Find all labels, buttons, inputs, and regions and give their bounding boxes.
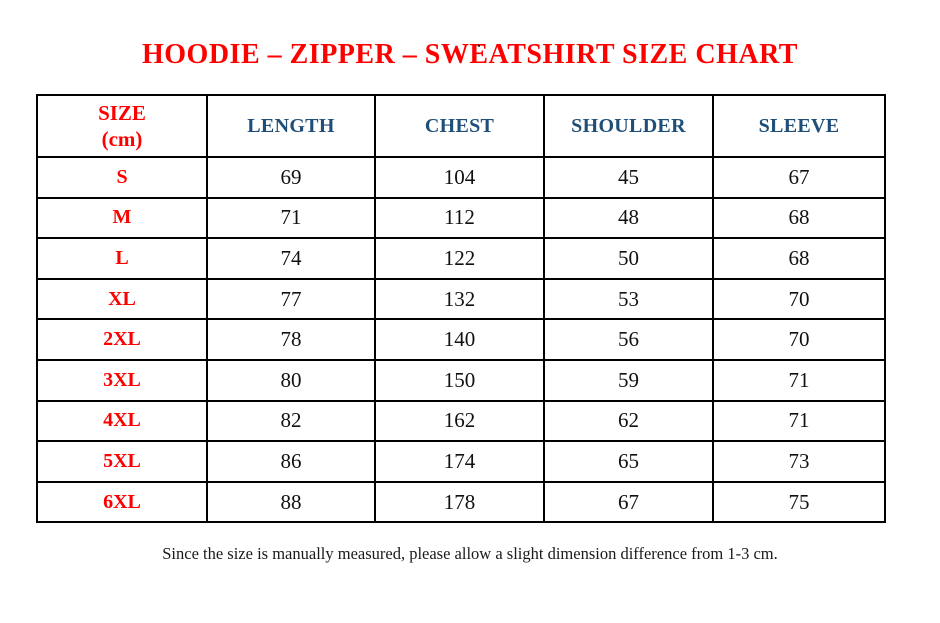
- table-row: S 69 104 45 67: [36, 156, 886, 199]
- column-header-shoulder: SHOULDER: [543, 94, 714, 158]
- length-cell: 77: [206, 277, 376, 321]
- shoulder-cell: 48: [543, 196, 714, 240]
- table-row: 3XL 80 150 59 71: [36, 358, 886, 402]
- length-cell: 74: [206, 237, 376, 280]
- chest-cell: 140: [374, 318, 545, 361]
- size-cell: 5XL: [36, 440, 208, 483]
- size-header-line1: SIZE: [98, 101, 146, 125]
- stray-dot: .: [477, 35, 481, 51]
- size-cell: M: [36, 196, 208, 240]
- page-title: HOODIE – ZIPPER – SWEATSHIRT SIZE CHART: [142, 39, 798, 70]
- sleeve-cell: 75: [712, 480, 886, 524]
- table-row: 2XL 78 140 56 70: [36, 318, 886, 361]
- shoulder-cell: 65: [543, 440, 714, 483]
- sleeve-cell: 67: [712, 156, 886, 199]
- length-cell: 69: [206, 156, 376, 199]
- chest-cell: 104: [374, 156, 545, 199]
- size-cell: L: [36, 237, 208, 280]
- chest-cell: 174: [374, 440, 545, 483]
- shoulder-cell: 67: [543, 480, 714, 524]
- sleeve-cell: 73: [712, 440, 886, 483]
- column-header-chest: CHEST: [374, 94, 545, 158]
- length-cell: 86: [206, 440, 376, 483]
- length-cell: 78: [206, 318, 376, 361]
- length-cell: 71: [206, 196, 376, 240]
- size-cell: 4XL: [36, 399, 208, 443]
- sleeve-cell: 70: [712, 318, 886, 361]
- size-cell: 2XL: [36, 318, 208, 361]
- table-row: 6XL 88 178 67 75: [36, 480, 886, 524]
- length-cell: 80: [206, 358, 376, 402]
- length-cell: 88: [206, 480, 376, 524]
- chest-cell: 122: [374, 237, 545, 280]
- sleeve-cell: 71: [712, 399, 886, 443]
- table-row: M 71 112 48 68: [36, 196, 886, 240]
- length-cell: 82: [206, 399, 376, 443]
- size-cell: XL: [36, 277, 208, 321]
- table-row: L 74 122 50 68: [36, 237, 886, 280]
- size-header-line2: (cm): [101, 127, 143, 151]
- table-row: 4XL 82 162 62 71: [36, 399, 886, 443]
- chest-cell: 132: [374, 277, 545, 321]
- table-header-row: SIZE (cm) LENGTH CHEST SHOULDER SLEEVE: [36, 94, 886, 158]
- column-header-sleeve: SLEEVE: [712, 94, 886, 158]
- size-cell: 6XL: [36, 480, 208, 524]
- size-chart-table: SIZE (cm) LENGTH CHEST SHOULDER SLEEVE S…: [36, 94, 886, 524]
- shoulder-cell: 56: [543, 318, 714, 361]
- chest-cell: 112: [374, 196, 545, 240]
- sleeve-cell: 70: [712, 277, 886, 321]
- sleeve-cell: 71: [712, 358, 886, 402]
- shoulder-cell: 50: [543, 237, 714, 280]
- shoulder-cell: 53: [543, 277, 714, 321]
- column-header-length: LENGTH: [206, 94, 376, 158]
- shoulder-cell: 45: [543, 156, 714, 199]
- chest-cell: 150: [374, 358, 545, 402]
- chest-cell: 178: [374, 480, 545, 524]
- sleeve-cell: 68: [712, 196, 886, 240]
- sleeve-cell: 68: [712, 237, 886, 280]
- size-cell: 3XL: [36, 358, 208, 402]
- table-row: 5XL 86 174 65 73: [36, 440, 886, 483]
- shoulder-cell: 62: [543, 399, 714, 443]
- footer-note: Since the size is manually measured, ple…: [162, 544, 778, 564]
- size-cell: S: [36, 156, 208, 199]
- table-row: XL 77 132 53 70: [36, 277, 886, 321]
- shoulder-cell: 59: [543, 358, 714, 402]
- column-header-size: SIZE (cm): [36, 94, 208, 158]
- chest-cell: 162: [374, 399, 545, 443]
